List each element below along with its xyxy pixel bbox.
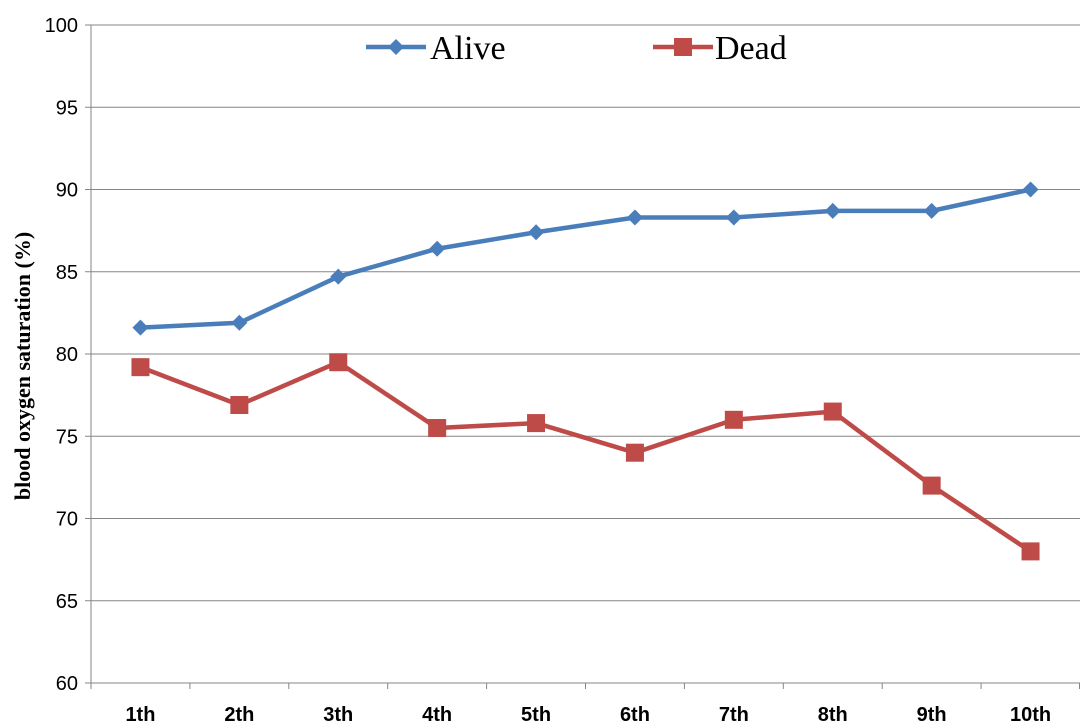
data-point-square	[527, 414, 546, 433]
data-point-diamond	[132, 319, 149, 336]
data-point-square	[922, 476, 941, 495]
x-axis-ticks: 1th 2th 3th 4th 5th 6th 7th 8th 9th 10th	[125, 704, 1051, 726]
x-tick-label: 1th	[125, 704, 155, 726]
data-point-square	[724, 410, 743, 429]
series-line	[140, 187, 1032, 330]
y-tick-label: 100	[45, 15, 78, 37]
data-point-diamond	[231, 314, 248, 331]
data-point-diamond	[429, 240, 446, 257]
x-tick-label: 6th	[620, 704, 650, 726]
x-tick-label: 5th	[521, 704, 551, 726]
y-tick-label: 60	[56, 673, 78, 695]
data-point-diamond	[528, 224, 545, 241]
y-tick-label: 85	[56, 262, 78, 284]
data-point-diamond	[388, 39, 404, 55]
x-tick-label: 3th	[323, 704, 353, 726]
x-tick-label: 8th	[818, 704, 848, 726]
data-point-square	[329, 353, 348, 372]
data-point-square	[625, 443, 644, 462]
data-point-diamond	[330, 268, 347, 285]
x-tick-label: 4th	[422, 704, 452, 726]
data-point-square	[131, 358, 150, 377]
legend-item-alive: Alive	[366, 30, 506, 67]
legend-label: Alive	[430, 30, 506, 67]
data-point-square	[230, 395, 249, 414]
data-point-diamond	[923, 202, 940, 219]
y-tick-label: 95	[56, 97, 78, 119]
grid-lines	[91, 24, 1080, 602]
series-line	[139, 359, 1032, 554]
data-point-square	[823, 402, 842, 421]
y-tick-label: 75	[56, 426, 78, 448]
data-point-square	[1021, 542, 1040, 561]
x-tick-label: 2th	[224, 704, 254, 726]
data-point-diamond	[824, 202, 841, 219]
data-point-diamond	[626, 209, 643, 226]
x-tick-label: 9th	[917, 704, 947, 726]
y-tick-label: 65	[56, 591, 78, 613]
series-dead	[131, 353, 1040, 561]
y-tick-label: 80	[56, 344, 78, 366]
axes	[85, 24, 1080, 689]
data-point-diamond	[1022, 181, 1039, 198]
data-point-square	[674, 38, 692, 56]
x-tick-label: 10th	[1010, 704, 1051, 726]
y-axis-ticks: 60 65 70 75 80 85 90 95 100	[45, 15, 78, 695]
y-tick-label: 90	[56, 180, 78, 202]
legend-label: Dead	[715, 30, 787, 67]
series-group	[131, 181, 1040, 561]
series-alive	[132, 181, 1039, 336]
data-point-square	[428, 419, 447, 438]
legend: Alive Dead	[366, 30, 787, 67]
x-tick-label: 7th	[719, 704, 749, 726]
legend-item-dead: Dead	[653, 30, 787, 67]
data-point-diamond	[725, 209, 742, 226]
y-axis-label: blood oxygen saturation (%)	[10, 232, 35, 500]
y-tick-label: 70	[56, 509, 78, 531]
